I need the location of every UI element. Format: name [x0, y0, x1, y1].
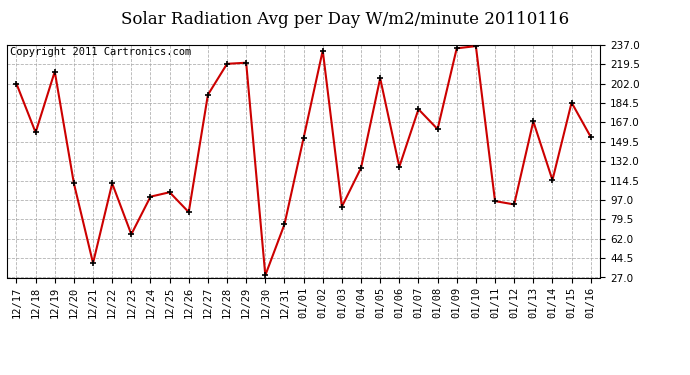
Text: Copyright 2011 Cartronics.com: Copyright 2011 Cartronics.com	[10, 47, 191, 57]
Text: Solar Radiation Avg per Day W/m2/minute 20110116: Solar Radiation Avg per Day W/m2/minute …	[121, 11, 569, 28]
